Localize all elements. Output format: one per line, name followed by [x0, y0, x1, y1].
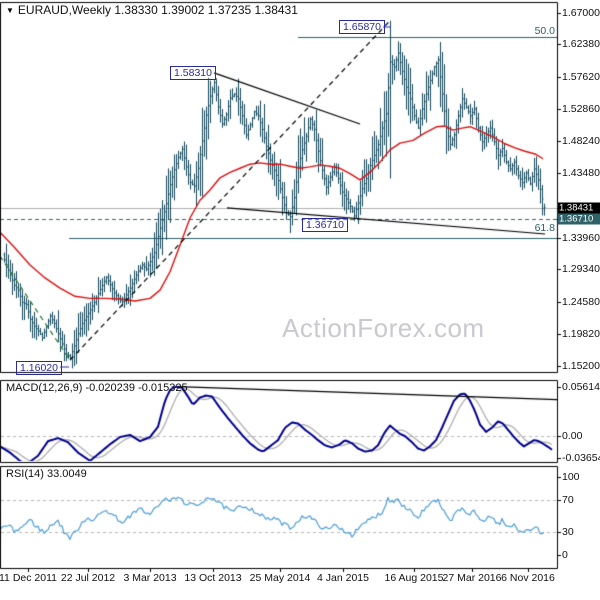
- annotation-low-1-36710[interactable]: 1.36710: [302, 218, 348, 232]
- time-axis-label: 3 Mar 2013: [123, 572, 177, 584]
- chevron-down-icon[interactable]: ▼: [6, 6, 14, 15]
- rsi-axis-tick-label: 100: [562, 471, 580, 483]
- watermark: ActionForex.com: [282, 313, 485, 343]
- chart-title-text: EURAUD,Weekly 1.38330 1.39002 1.37235 1.…: [17, 3, 298, 17]
- price-axis-tick-label: 1.43480: [562, 167, 600, 180]
- price-axis-tick-label: 1.57620: [562, 70, 600, 83]
- annotation-low-1-16020[interactable]: 1.16020: [16, 361, 62, 375]
- price-axis-tick-label: 1.24580: [562, 295, 600, 308]
- time-axis-label: 11 Dec 2011: [0, 572, 57, 584]
- macd-axis-tick-label: 0.056148: [562, 380, 600, 393]
- rsi-axis-tick-label: 70: [562, 494, 574, 507]
- price-axis-tick-label: 1.62380: [562, 38, 600, 51]
- fib-label-61-8: 61.8: [534, 222, 555, 234]
- chart-title: ▼ EURAUD,Weekly 1.38330 1.39002 1.37235 1…: [6, 3, 298, 17]
- time-axis-label: 25 May 2014: [249, 572, 311, 584]
- price-axis-tick-label: 1.67000: [562, 7, 600, 19]
- rsi-axis-tick-label: 30: [562, 525, 574, 538]
- price-axis-tick-label: 1.15200: [562, 359, 600, 372]
- price-axis-tick-label: 1.19820: [562, 328, 600, 341]
- annotation-high-1-58310[interactable]: 1.58310: [170, 66, 216, 80]
- price-axis-tick-label: 1.33960: [562, 232, 600, 244]
- rsi-indicator-label: RSI(14) 33.0049: [6, 468, 87, 480]
- price-axis-tick-label: 1.48240: [562, 134, 600, 147]
- macd-axis-tick-label: -0.036548: [562, 452, 600, 464]
- macd-indicator-label: MACD(12,26,9) -0.020239 -0.015325: [6, 382, 188, 394]
- price-axis-tick-label: 1.52860: [562, 103, 600, 116]
- rsi-axis-tick-label: 0: [562, 549, 568, 561]
- annotation-high-1-65870[interactable]: 1.65870: [339, 20, 385, 34]
- time-axis-label: 22 Jul 2012: [60, 572, 116, 584]
- fib-label-50: 50.0: [534, 25, 555, 37]
- time-axis-label: 27 Mar 2016: [442, 572, 502, 584]
- time-axis-label: 6 Nov 2016: [501, 572, 555, 584]
- time-axis-label: 16 Aug 2015: [384, 572, 444, 584]
- time-axis-label: 4 Jan 2015: [317, 572, 369, 584]
- fib-price-tag: 1.36710: [558, 213, 600, 225]
- time-axis-label: 13 Oct 2013: [184, 572, 242, 584]
- price-axis-tick-label: 1.29340: [562, 263, 600, 276]
- current-price-tag: 1.38431: [558, 202, 600, 214]
- macd-axis-tick-label: 0.00: [562, 430, 583, 442]
